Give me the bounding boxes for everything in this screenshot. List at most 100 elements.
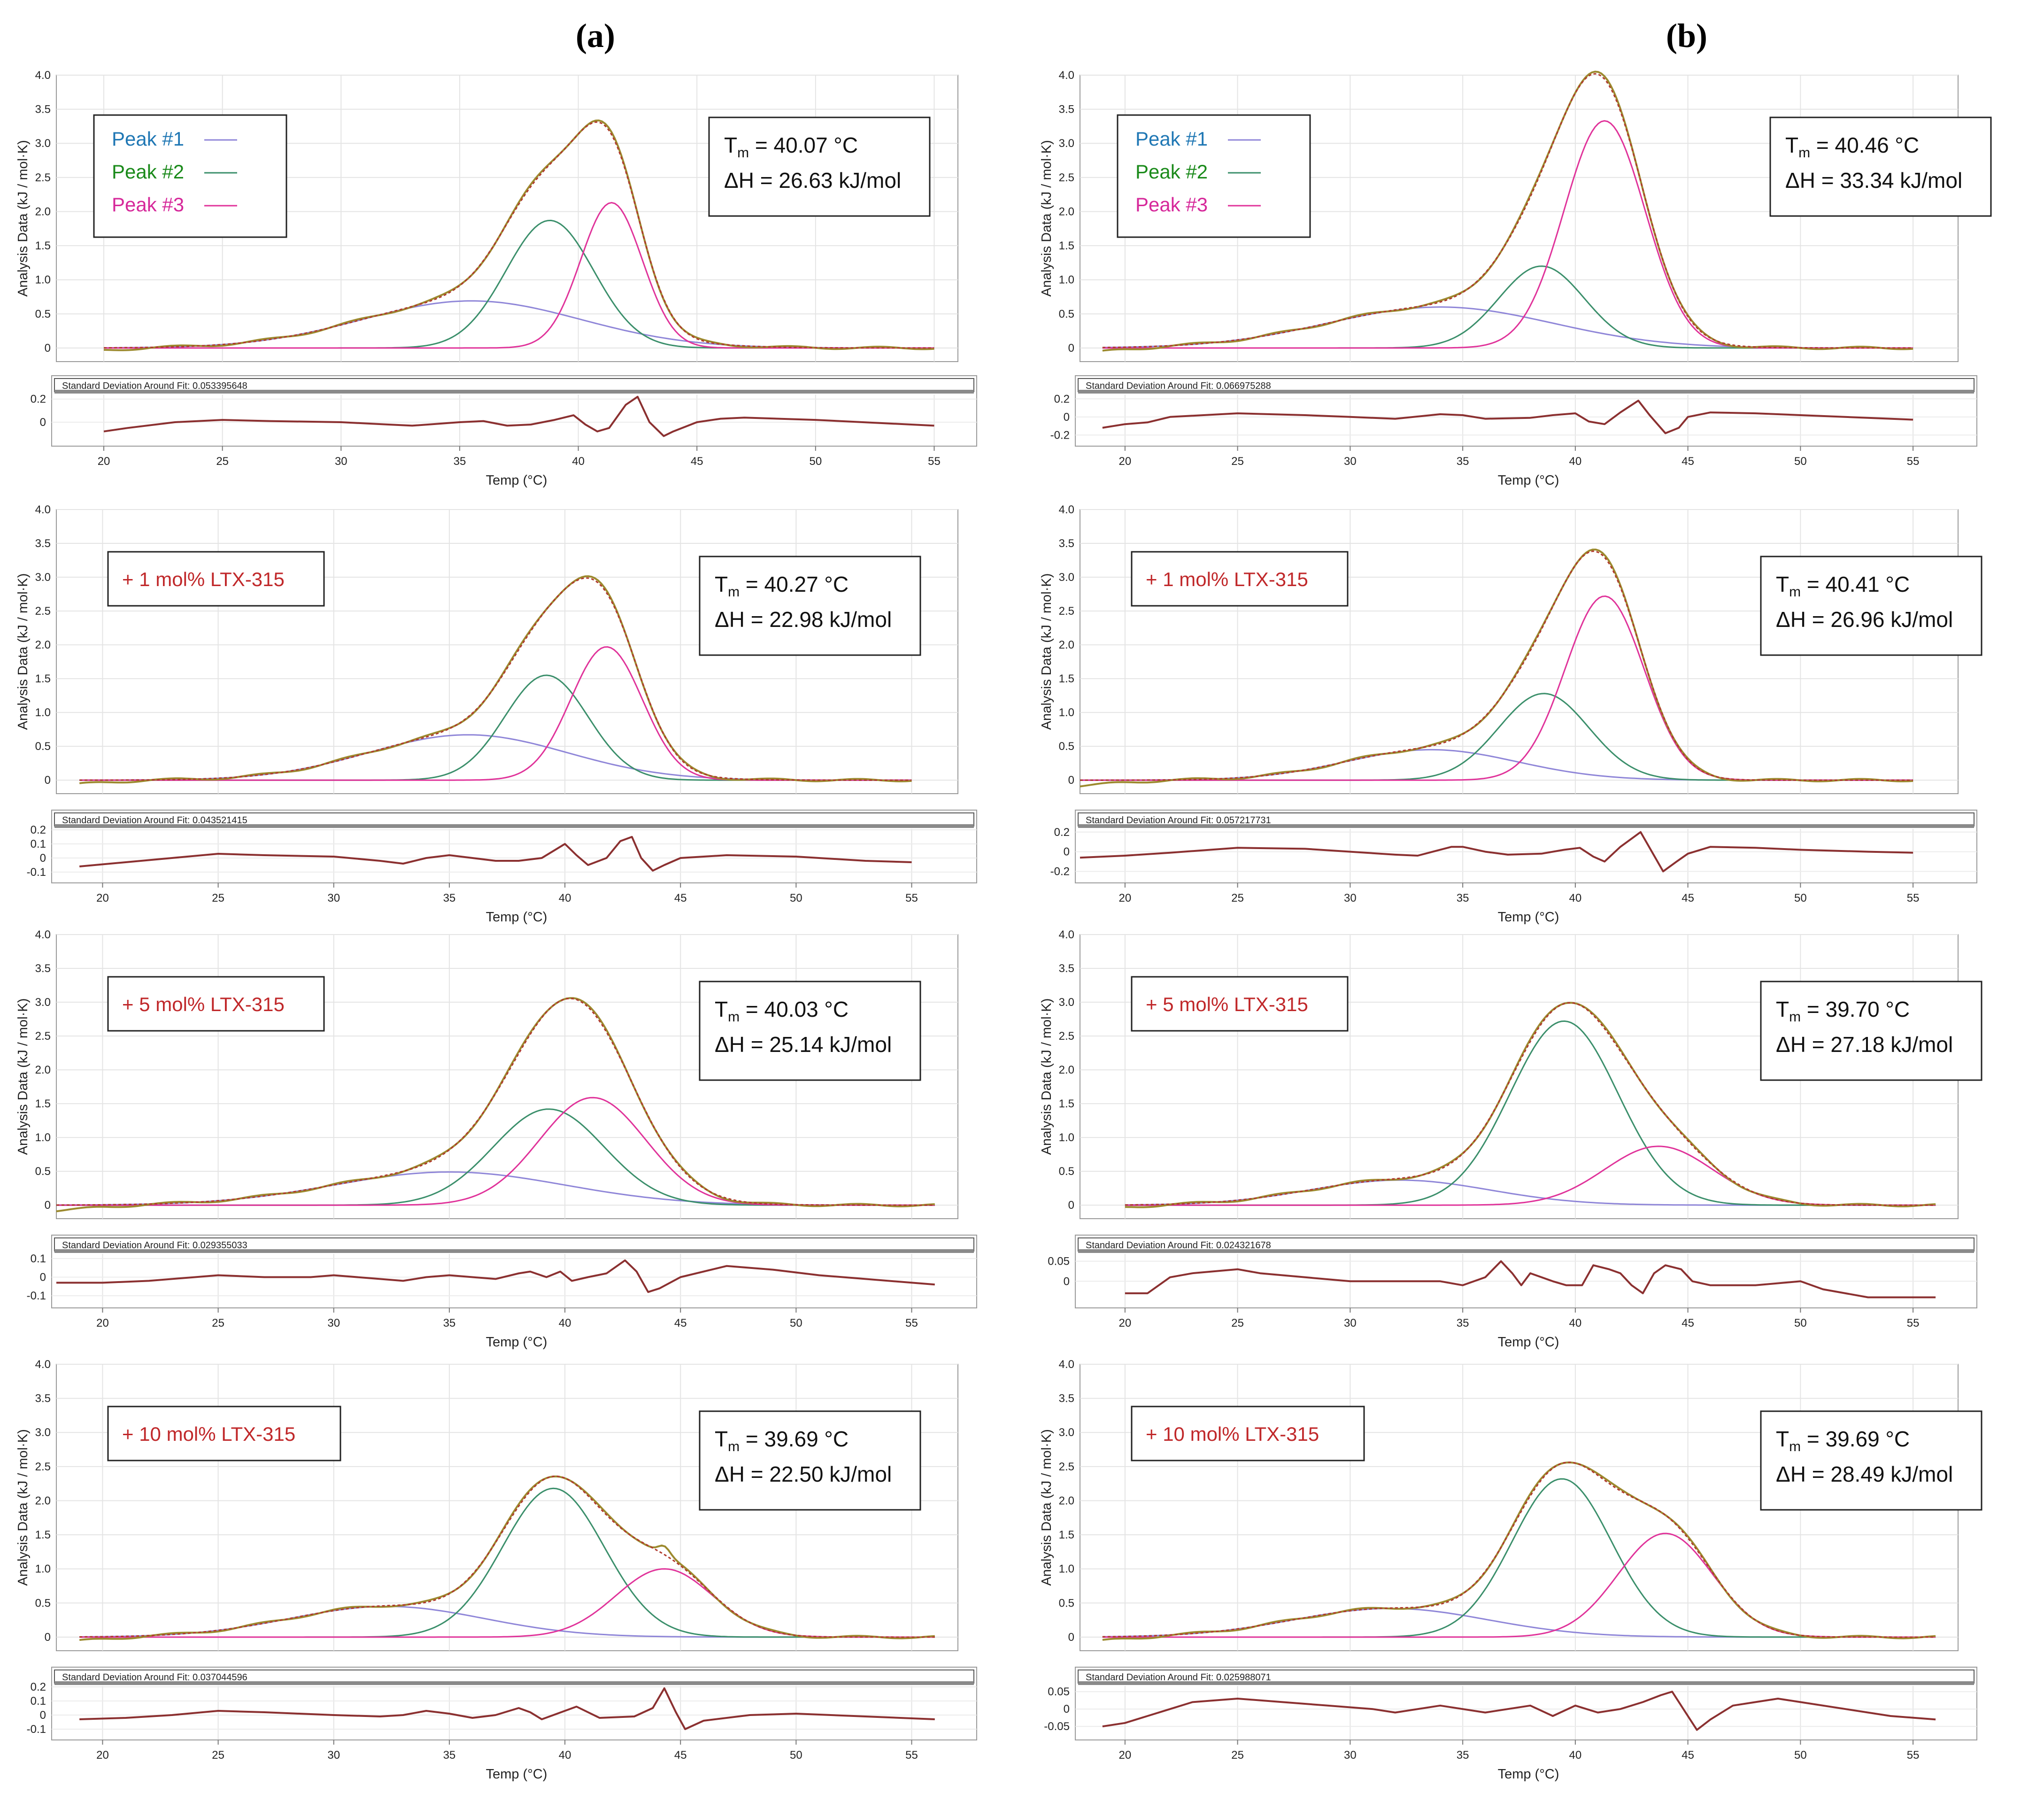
x-tick-label: 40 [559, 1749, 571, 1762]
y-tick-label: 0.5 [1059, 1597, 1074, 1609]
tm-value: Tm = 40.27 °C [715, 572, 848, 600]
y-tick-label: 1.5 [1059, 240, 1074, 252]
y-tick-label: 1.5 [35, 1529, 51, 1541]
y-tick-label: 0 [45, 342, 51, 355]
x-axis-label: Temp (°C) [1498, 473, 1559, 488]
y-tick-label: 1.5 [35, 672, 51, 685]
tm-symbol: T [715, 572, 728, 596]
tm-subscript: m [737, 145, 749, 161]
tm-subscript: m [728, 1439, 740, 1454]
delta-h-value: ΔH = 27.18 kJ/mol [1776, 1032, 1953, 1057]
tm-subscript: m [1789, 584, 1801, 600]
x-tick-label: 50 [790, 1317, 802, 1329]
y-tick-label: 2.0 [35, 205, 51, 218]
residual-tick-label: 0.05 [1048, 1685, 1070, 1698]
condition-label: + 1 mol% LTX-315 [122, 568, 285, 590]
tm-value: Tm = 40.46 °C [1785, 133, 1919, 161]
condition-box [1131, 551, 1349, 607]
x-tick-label: 55 [1907, 1317, 1920, 1329]
y-tick-label: 2.0 [1059, 1064, 1074, 1076]
y-tick-label: 0 [45, 774, 51, 787]
tm-subscript: m [728, 584, 740, 600]
sd-label: Standard Deviation Around Fit: 0.0243216… [1086, 1240, 1271, 1251]
residual-tick-label: 0.1 [31, 1695, 46, 1708]
residual-tick-label: 0 [1064, 1275, 1070, 1288]
y-axis-label: Analysis Data (kJ / mol·K) [1039, 998, 1054, 1155]
y-tick-label: 2.5 [1059, 605, 1074, 618]
y-axis-label: Analysis Data (kJ / mol·K) [15, 998, 31, 1155]
x-tick-label: 30 [1344, 1317, 1357, 1329]
y-tick-label: 3.0 [1059, 1426, 1074, 1439]
tm-symbol: T [1776, 997, 1789, 1021]
y-tick-label: 2.0 [1059, 1494, 1074, 1507]
sd-label: Standard Deviation Around Fit: 0.0370445… [62, 1672, 247, 1683]
x-tick-label: 45 [1681, 455, 1694, 468]
residual-tick-label: -0.05 [1044, 1720, 1070, 1733]
tm-value: Tm = 40.41 °C [1776, 572, 1910, 600]
x-tick-label: 40 [1569, 455, 1582, 468]
residual-tick-label: 0.2 [31, 1681, 46, 1693]
tm-value: Tm = 39.69 °C [1776, 1427, 1910, 1454]
x-tick-label: 45 [1681, 1749, 1694, 1762]
y-tick-label: 2.0 [35, 1064, 51, 1076]
x-tick-label: 20 [96, 1749, 109, 1762]
residual-tick-label: 0 [40, 416, 46, 429]
legend-label-peak-2: Peak #2 [1135, 161, 1208, 183]
y-tick-label: 0 [1068, 342, 1074, 355]
y-tick-label: 3.0 [35, 1426, 51, 1439]
sd-label: Standard Deviation Around Fit: 0.0293550… [62, 1240, 247, 1251]
y-tick-label: 1.0 [35, 706, 51, 719]
y-tick-label: 1.0 [35, 1131, 51, 1144]
x-tick-label: 40 [572, 455, 585, 468]
x-tick-label: 55 [905, 892, 918, 904]
y-tick-label: 2.0 [1059, 205, 1074, 218]
y-tick-label: 4.0 [1059, 1358, 1074, 1371]
residual-curve [79, 836, 912, 872]
residual-curve [1125, 1260, 1936, 1299]
measured-data-curve [104, 119, 934, 351]
residual-tick-label: 0.2 [1054, 826, 1070, 839]
y-tick-label: 1.5 [35, 240, 51, 252]
delta-h-value: ΔH = 22.50 kJ/mol [715, 1462, 892, 1486]
x-tick-label: 20 [96, 1317, 109, 1329]
x-tick-label: 35 [1457, 455, 1469, 468]
x-tick-label: 20 [96, 892, 109, 904]
thermo-box [1760, 1410, 1982, 1511]
legend-label-peak-3: Peak #3 [112, 193, 184, 216]
legend-label-peak-1: Peak #1 [1135, 128, 1208, 150]
y-tick-label: 0 [45, 1631, 51, 1644]
y-axis-label: Analysis Data (kJ / mol·K) [15, 1429, 31, 1586]
y-tick-label: 3.5 [1059, 103, 1074, 116]
y-tick-label: 2.5 [1059, 1030, 1074, 1043]
y-tick-label: 1.0 [35, 274, 51, 286]
thermo-box [699, 1410, 921, 1511]
x-axis-label: Temp (°C) [1498, 910, 1559, 925]
y-tick-label: 4.0 [35, 69, 51, 82]
tm-number: = 40.41 °C [1801, 572, 1910, 596]
y-tick-label: 3.0 [35, 137, 51, 150]
residual-tick-label: 0.1 [31, 1252, 46, 1265]
residual-tick-label: 0.2 [1054, 393, 1070, 405]
residual-tick-label: 0 [1064, 1703, 1070, 1716]
y-tick-label: 2.5 [1059, 171, 1074, 184]
y-axis-label: Analysis Data (kJ / mol·K) [15, 140, 31, 297]
x-tick-label: 25 [212, 892, 224, 904]
sd-bar [54, 812, 974, 827]
x-tick-label: 40 [1569, 1317, 1582, 1329]
x-tick-label: 50 [790, 1749, 802, 1762]
tm-subscript: m [1798, 145, 1810, 161]
condition-label: + 1 mol% LTX-315 [1146, 568, 1308, 590]
sd-bar-shadow [1078, 824, 1974, 828]
sd-bar [54, 378, 974, 392]
condition-label: + 10 mol% LTX-315 [122, 1423, 295, 1445]
x-tick-label: 45 [674, 1749, 687, 1762]
y-tick-label: 1.5 [1059, 1098, 1074, 1110]
y-tick-label: 3.5 [35, 537, 51, 550]
x-tick-label: 40 [559, 892, 571, 904]
y-tick-label: 2.5 [35, 171, 51, 184]
residual-tick-label: -0.1 [27, 1723, 46, 1736]
x-tick-label: 50 [1794, 1317, 1807, 1329]
x-tick-label: 20 [1119, 892, 1132, 904]
x-tick-label: 40 [559, 1317, 571, 1329]
tm-symbol: T [1776, 1427, 1789, 1451]
